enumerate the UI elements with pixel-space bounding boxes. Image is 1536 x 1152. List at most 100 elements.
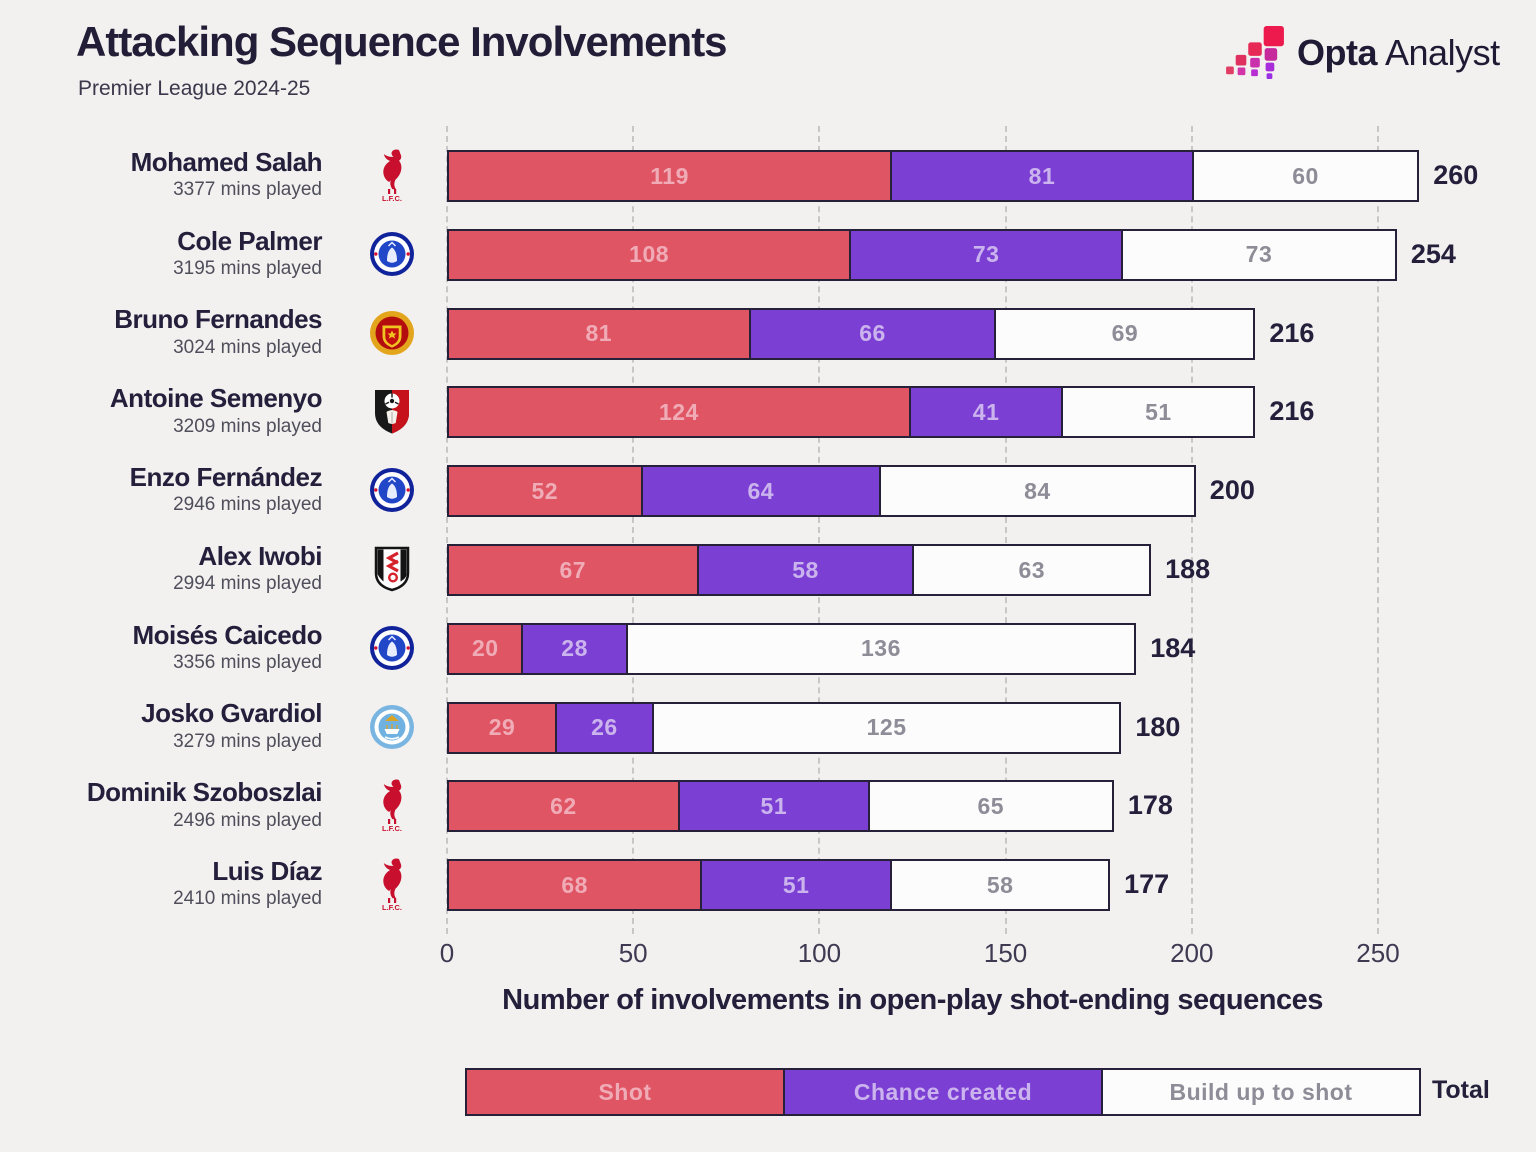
player-row: Antoine Semenyo 3209 mins played 124 41 …: [0, 364, 1536, 443]
player-label-block: Mohamed Salah 3377 mins played: [0, 146, 323, 201]
total-value: 254: [1410, 238, 1456, 269]
chance-created-segment: 28: [523, 624, 628, 673]
x-axis-label: Number of involvements in open-play shot…: [502, 984, 1323, 1016]
player-row: Mohamed Salah 3377 mins played L.F.C. 11…: [0, 128, 1536, 207]
liverpool-crest-icon: L.F.C.: [382, 858, 402, 911]
player-row: Luis Díaz 2410 mins played L.F.C. 68 51 …: [0, 837, 1536, 916]
bournemouth-crest-icon: [375, 390, 409, 434]
chance-created-value: 51: [760, 792, 788, 819]
player-row: Alex Iwobi 2994 mins played 67 58 63 188: [0, 522, 1536, 601]
page-subtitle: Premier League 2024-25: [78, 77, 311, 100]
player-name: Dominik Szoboszlai: [86, 777, 323, 808]
player-name: Cole Palmer: [177, 225, 322, 256]
player-name: Moisés Caicedo: [132, 619, 322, 650]
shot-value: 52: [531, 477, 559, 504]
player-label-block: Bruno Fernandes 3024 mins played: [0, 304, 322, 358]
chance-created-segment: 51: [679, 782, 870, 831]
shot-value: 20: [471, 635, 499, 662]
player-label-block: Enzo Fernández 2946 mins played: [0, 462, 323, 516]
shot-value: 119: [650, 162, 689, 189]
gridline-0: [446, 126, 448, 934]
total-value: 184: [1150, 632, 1196, 663]
shot-segment: 81: [449, 309, 751, 358]
stacked-bar: 68 51 58: [447, 859, 1111, 912]
shot-segment: 62: [449, 782, 680, 831]
gridline-200: [1190, 126, 1193, 934]
man-utd-crest: [362, 305, 422, 361]
player-mins-played: 3024 mins played: [173, 336, 322, 358]
legend-item-label: Shot: [598, 1078, 652, 1105]
x-tick-label-100: 100: [797, 938, 842, 968]
legend-item-label: Build up to shot: [1169, 1078, 1353, 1105]
player-row: Moisés Caicedo 3356 mins played 20 28 13…: [0, 601, 1536, 680]
liverpool-crest: L.F.C.: [362, 147, 422, 203]
liverpool-crest-icon: L.F.C.: [382, 779, 402, 832]
player-name: Mohamed Salah: [130, 146, 323, 177]
chart-legend: Shot Chance created Build up to shot: [465, 1068, 1421, 1116]
build-up-to-shot-value: 69: [1111, 320, 1139, 347]
player-name: Josko Gvardiol: [141, 698, 322, 729]
fulham-crest-icon: [374, 546, 410, 592]
player-name: Alex Iwobi: [198, 540, 322, 571]
chelsea-crest: [362, 226, 422, 282]
stacked-bar: 119 81 60: [447, 150, 1420, 202]
svg-text:L.F.C.: L.F.C.: [382, 194, 402, 202]
chance-created-value: 51: [782, 871, 810, 898]
liverpool-crest: L.F.C.: [362, 856, 422, 912]
chance-created-value: 41: [972, 398, 1000, 425]
build-up-to-shot-segment: 136: [627, 624, 1135, 673]
shot-segment: 108: [449, 230, 852, 279]
player-label-block: Cole Palmer 3195 mins played: [0, 225, 322, 279]
opta-logo-text: Opta Analyst: [1297, 32, 1500, 74]
shot-segment: 20: [449, 624, 524, 673]
build-up-to-shot-value: 73: [1245, 241, 1273, 268]
total-value: 216: [1269, 396, 1315, 427]
player-name: Luis Díaz: [212, 856, 322, 887]
player-mins-played: 2946 mins played: [173, 494, 322, 516]
legend-item-build-up-to-shot: Build up to shot: [1103, 1070, 1419, 1114]
player-name: Antoine Semenyo: [109, 383, 323, 414]
shot-segment: 52: [449, 467, 643, 516]
player-mins-played: 2994 mins played: [173, 573, 322, 595]
stacked-bar: 29 26 125: [447, 701, 1122, 754]
player-label-block: Antoine Semenyo 3209 mins played: [0, 383, 323, 437]
stacked-bar: 20 28 136: [447, 622, 1137, 675]
build-up-to-shot-segment: 65: [869, 782, 1112, 831]
shot-value: 29: [488, 714, 516, 741]
chance-created-segment: 26: [556, 703, 654, 752]
player-row: Bruno Fernandes 3024 mins played 81 66 6…: [0, 286, 1536, 365]
total-value: 178: [1127, 790, 1173, 821]
chance-created-segment: 73: [851, 230, 1124, 279]
stacked-bar: 124 41 51: [447, 386, 1256, 439]
build-up-to-shot-value: 136: [861, 635, 901, 662]
chance-created-value: 73: [972, 241, 1000, 268]
opta-logo-icon: [1226, 26, 1284, 80]
player-mins-played: 3279 mins played: [173, 730, 322, 752]
player-label-block: Alex Iwobi 2994 mins played: [0, 540, 322, 595]
x-tick-label-250: 250: [1356, 938, 1400, 968]
stacked-bar: 108 73 73: [447, 228, 1397, 281]
gridline-150: [1004, 126, 1007, 934]
chance-created-segment: 58: [698, 546, 915, 594]
opta-analyst-logo: Opta Analyst: [1226, 26, 1500, 80]
player-label-block: Luis Díaz 2410 mins played: [0, 856, 322, 909]
build-up-to-shot-value: 65: [977, 792, 1005, 819]
chelsea-crest: [362, 462, 422, 518]
player-mins-played: 2496 mins played: [173, 809, 322, 831]
player-label-block: Moisés Caicedo 3356 mins played: [0, 619, 322, 673]
shot-segment: 68: [449, 861, 703, 910]
player-mins-played: 3356 mins played: [173, 651, 322, 673]
stacked-bar: 67 58 63: [447, 544, 1152, 596]
player-name: Bruno Fernandes: [114, 304, 322, 335]
player-row: Enzo Fernández 2946 mins played 52 64 84…: [0, 443, 1536, 522]
chance-created-value: 26: [591, 714, 618, 741]
shot-segment: 67: [449, 546, 699, 594]
player-name: Enzo Fernández: [129, 462, 323, 493]
player-mins-played: 3195 mins played: [173, 257, 322, 279]
player-mins-played: 3377 mins played: [173, 179, 322, 201]
build-up-to-shot-segment: 63: [914, 546, 1150, 594]
shot-value: 68: [561, 871, 588, 898]
player-mins-played: 3209 mins played: [173, 415, 322, 437]
opta-logo-regular: Analyst: [1385, 32, 1500, 73]
